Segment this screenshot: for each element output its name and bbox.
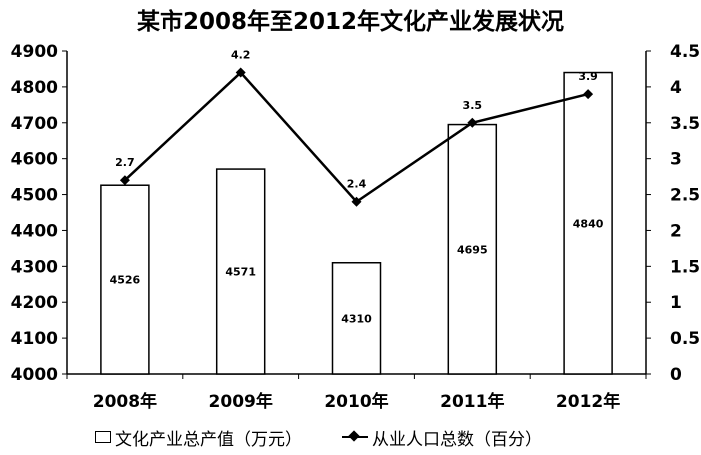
x-tick-label: 2012年 — [556, 391, 620, 412]
bar-value-label: 4571 — [225, 266, 256, 279]
y-left-tick-label: 4200 — [11, 293, 58, 313]
legend-bar-swatch — [95, 431, 111, 443]
line-point — [119, 175, 130, 186]
y-right-tick-label: 1 — [670, 293, 682, 313]
legend-line-swatch — [342, 430, 368, 444]
line-point — [467, 117, 478, 128]
line-point — [583, 89, 594, 100]
y-left-tick-label: 4800 — [11, 78, 58, 98]
y-left-tick-label: 4700 — [11, 114, 58, 134]
legend-label-line: 从业人口总数（百分） — [372, 429, 542, 450]
y-left-tick-label: 4500 — [11, 186, 58, 206]
x-tick-label: 2008年 — [93, 391, 157, 412]
line-value-label: 2.7 — [115, 156, 135, 169]
x-tick-label: 2010年 — [324, 391, 388, 412]
x-tick-label: 2009年 — [209, 391, 273, 412]
bar-series — [100, 71, 613, 375]
y-left-tick-label: 4300 — [11, 257, 58, 277]
axes: 4000 4100 4200 4300 4400 4500 4600 4700 4800 4900… — [11, 42, 700, 412]
y-right-tick-label: 0.5 — [670, 329, 700, 349]
legend-label-bars: 文化产业总产值（万元） — [115, 429, 302, 450]
bar — [447, 123, 498, 375]
bar — [563, 71, 613, 375]
bar-value-label: 4695 — [457, 243, 488, 256]
line-point — [351, 196, 362, 207]
chart-title: 某市2008年至2012年文化产业发展状况 — [136, 9, 565, 35]
y-right-tick-label: 3 — [670, 150, 682, 170]
bar-value-label: 4840 — [573, 217, 604, 230]
y-left-tick-label: 4600 — [11, 150, 58, 170]
bar — [331, 261, 382, 375]
y-right-tick-label: 2.5 — [670, 186, 700, 206]
y-left-tick-label: 4100 — [11, 329, 58, 349]
line-value-label: 3.9 — [578, 70, 598, 83]
y-right-tick-label: 1.5 — [670, 257, 700, 277]
line-value-label: 2.4 — [347, 178, 367, 191]
legend-item-bars: 文化产业总产值（万元） — [95, 425, 302, 450]
y-right-tick-label: 4.5 — [670, 42, 700, 62]
bar — [100, 184, 150, 375]
x-tick-label: 2011年 — [440, 391, 504, 412]
y-left-tick-label: 4000 — [11, 365, 58, 385]
line-point — [235, 67, 246, 78]
y-left-tick-label: 4900 — [11, 42, 58, 62]
line-value-label: 4.2 — [231, 49, 251, 62]
y-right-tick-label: 4 — [670, 78, 682, 98]
data-labels: 4526 4571 4310 4695 4840 2.7 4.2 2.4 3.5 3.9 — [110, 49, 604, 326]
bar-value-label: 4526 — [110, 274, 141, 287]
y-right-tick-label: 2 — [670, 221, 682, 241]
y-right-tick-label: 0 — [670, 365, 682, 385]
line-value-label: 3.5 — [463, 99, 483, 112]
legend-item-line: 从业人口总数（百分） — [342, 425, 542, 450]
bar — [215, 168, 266, 375]
y-left-tick-label: 4400 — [11, 221, 58, 241]
line-series — [119, 67, 594, 207]
legend: 文化产业总产值（万元） 从业人口总数（百分） — [95, 425, 582, 450]
y-right-tick-label: 3.5 — [670, 114, 700, 134]
bar-value-label: 4310 — [341, 312, 372, 325]
